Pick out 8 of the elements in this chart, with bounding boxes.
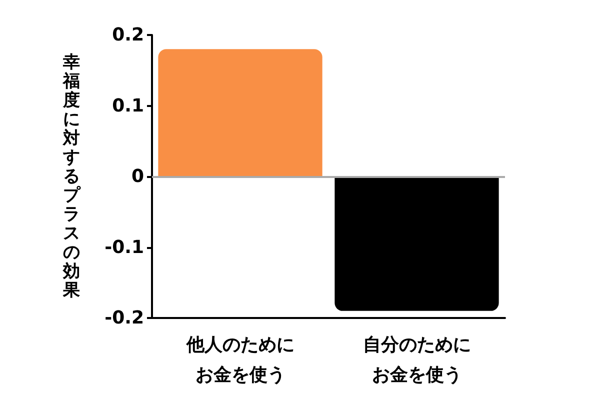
y-tick-label: 0 (131, 166, 144, 187)
x-tick-label: 自分のためにお金を使う (362, 334, 471, 386)
text: 幸福度に対するプラスの効果 (63, 52, 80, 300)
y-tick-label: 0.2 (112, 24, 144, 46)
y-tick-label: 0.1 (112, 95, 144, 116)
x-tick-label: 他人のためにお金を使う (185, 334, 294, 386)
y-tick-label: -0.2 (104, 308, 144, 328)
y-tick-label: -0.1 (104, 236, 144, 258)
